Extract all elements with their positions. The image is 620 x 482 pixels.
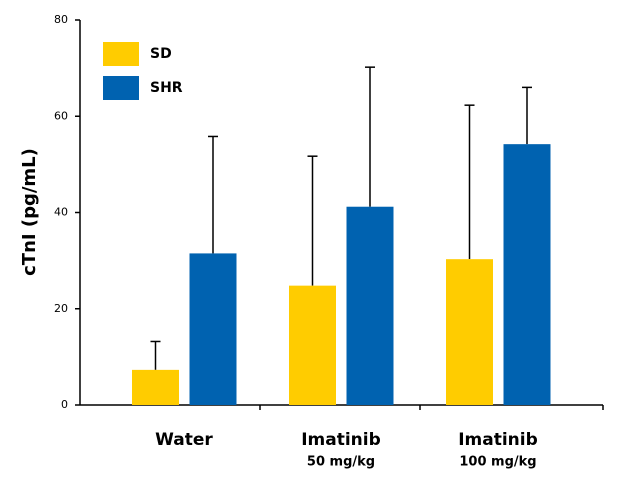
bar xyxy=(189,253,237,405)
legend-swatch xyxy=(103,76,139,100)
y-tick-label: 20 xyxy=(54,302,68,315)
x-tick-sublabel: 50 mg/kg xyxy=(307,455,375,470)
bar xyxy=(289,285,336,405)
bar xyxy=(503,144,551,405)
x-tick-label: Water xyxy=(155,430,213,450)
y-tick-label: 40 xyxy=(54,206,68,219)
y-tick-label: 80 xyxy=(54,13,68,26)
bar xyxy=(132,369,179,405)
y-axis-label: cTnI (pg/mL) xyxy=(19,148,40,276)
y-tick-label: 60 xyxy=(54,109,68,122)
legend-label: SD xyxy=(150,46,172,62)
legend-swatch xyxy=(103,42,139,66)
x-tick-sublabel: 100 mg/kg xyxy=(459,455,536,470)
y-tick-label: 0 xyxy=(61,398,68,411)
bar xyxy=(446,259,493,405)
legend-label: SHR xyxy=(150,80,183,96)
x-tick-label: Imatinib xyxy=(301,430,381,450)
bar xyxy=(346,206,394,405)
x-tick-label: Imatinib xyxy=(458,430,538,450)
